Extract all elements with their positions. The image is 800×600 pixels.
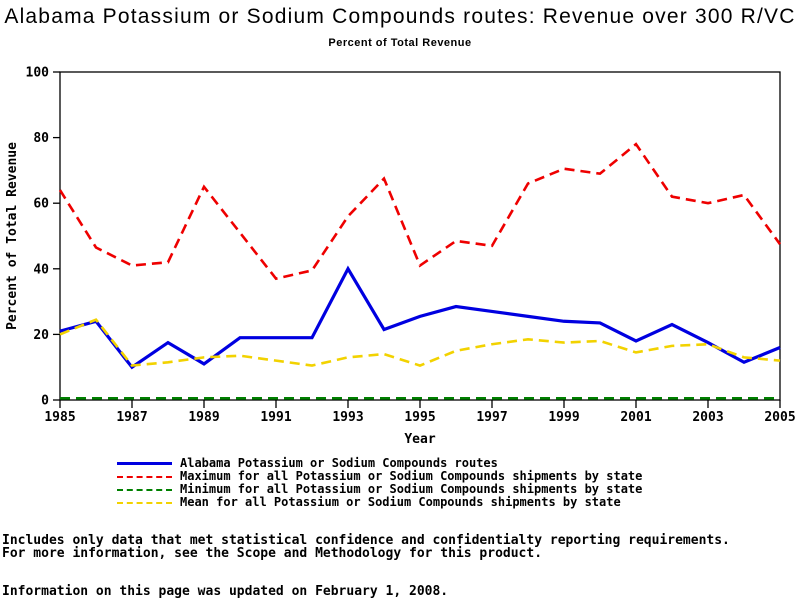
- legend-label: Minimum for all Potassium or Sodium Comp…: [180, 482, 643, 496]
- x-tick-label: 2005: [764, 410, 795, 425]
- y-tick-label: 0: [41, 394, 49, 409]
- legend-item: Alabama Potassium or Sodium Compounds ro…: [117, 457, 642, 470]
- plot-frame: [59, 71, 781, 401]
- x-tick-label: 1993: [332, 410, 363, 425]
- x-tick-label: 1985: [44, 410, 75, 425]
- legend-label: Mean for all Potassium or Sodium Compoun…: [180, 495, 621, 509]
- x-tick-label: 1987: [116, 410, 147, 425]
- legend-item: Mean for all Potassium or Sodium Compoun…: [117, 496, 642, 509]
- legend-line-sample-alabama: [117, 462, 172, 465]
- x-tick-label: 1999: [548, 410, 579, 425]
- legend-line-sample-minimum: [117, 488, 172, 491]
- x-tick-label: 1989: [188, 410, 219, 425]
- legend-line-sample-mean: [117, 501, 172, 504]
- x-tick-label: 1991: [260, 410, 291, 425]
- x-tick-label: 2001: [620, 410, 651, 425]
- x-axis-label: Year: [404, 432, 435, 447]
- chart-subtitle: Percent of Total Revenue: [328, 37, 472, 49]
- footnote-line-2: For more information, see the Scope and …: [2, 546, 543, 561]
- y-tick-label: 20: [33, 328, 49, 343]
- plot-area: 0 20 40 60 80 100 1985 1987 1989 1991 1993 1995 1997…: [5, 66, 796, 448]
- series-line-3: [59, 318, 781, 367]
- footnote-updated: Information on this page was updated on …: [2, 584, 449, 599]
- legend-item: Minimum for all Potassium or Sodium Comp…: [117, 483, 642, 496]
- y-axis-label: Percent of Total Revenue: [5, 142, 20, 330]
- y-tick-label: 100: [26, 66, 50, 81]
- x-tick-label: 1995: [404, 410, 435, 425]
- footnote-line-1: Includes only data that met statistical …: [2, 533, 730, 548]
- legend-label: Maximum for all Potassium or Sodium Comp…: [180, 469, 643, 483]
- y-tick-label: 60: [33, 197, 49, 212]
- y-tick-label: 40: [33, 262, 49, 277]
- series-line-1: [58, 142, 782, 281]
- legend-item: Maximum for all Potassium or Sodium Comp…: [117, 470, 642, 483]
- legend: Alabama Potassium or Sodium Compounds ro…: [117, 457, 642, 509]
- series-line-0: [59, 265, 781, 370]
- y-tick-label: 80: [33, 131, 49, 146]
- legend-label: Alabama Potassium or Sodium Compounds ro…: [180, 456, 498, 470]
- x-tick-label: 2003: [692, 410, 723, 425]
- x-tick-label: 1997: [476, 410, 507, 425]
- chart-title: Alabama Potassium or Sodium Compounds ro…: [4, 5, 796, 28]
- legend-line-sample-maximum: [117, 475, 172, 478]
